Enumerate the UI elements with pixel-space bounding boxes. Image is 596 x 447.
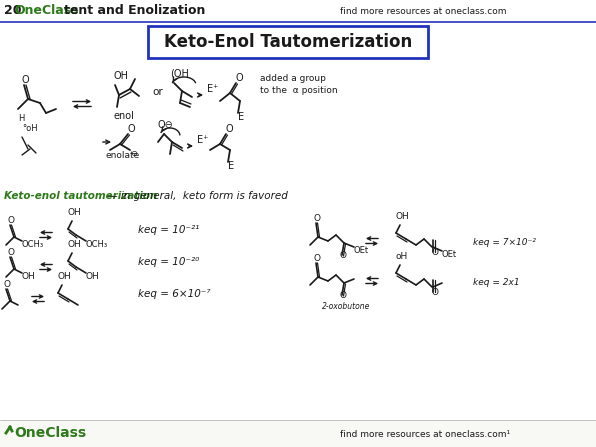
Text: or: or [152,87,163,97]
Text: O: O [340,251,347,260]
Text: OCH₃: OCH₃ [22,240,44,249]
Text: OCH₃: OCH₃ [86,240,108,249]
Text: OH: OH [86,272,100,281]
Text: OEt: OEt [442,250,457,259]
Text: O: O [314,254,321,263]
Text: O: O [340,291,347,300]
Text: O: O [236,73,244,83]
Text: O: O [432,288,439,297]
Text: ⊖: ⊖ [130,149,137,158]
Text: O: O [8,248,15,257]
Text: keq = 2x1: keq = 2x1 [473,278,520,287]
Text: H: H [18,114,24,123]
Text: find more resources at oneclass.com: find more resources at oneclass.com [340,7,507,16]
Bar [0,420,596,447]
Text: 2-oxobutone: 2-oxobutone [322,302,370,311]
Text: added a group: added a group [260,74,326,83]
Text: OH: OH [22,272,36,281]
Bar [0,22,596,420]
Text: E⁺: E⁺ [197,135,209,145]
Text: keq = 6×10⁻⁷: keq = 6×10⁻⁷ [138,289,210,299]
Text: OEt: OEt [354,246,369,255]
Text: Keto-enol tautomerization: Keto-enol tautomerization [4,191,157,201]
Text: E⁺: E⁺ [207,84,218,94]
Bar [148,26,428,58]
Bar [0,0,596,22]
Text: O⊖: O⊖ [158,120,174,130]
Text: to the  α position: to the α position [260,86,337,95]
Text: OH: OH [113,71,128,81]
Text: keq = 10⁻²¹: keq = 10⁻²¹ [138,225,199,235]
Text: OH: OH [396,212,410,221]
Text: enolate: enolate [106,151,140,160]
Text: Keto-Enol Tautomerization: Keto-Enol Tautomerization [164,33,412,51]
Text: O: O [22,75,30,85]
Text: OH: OH [58,272,72,281]
Text: OneClass: OneClass [14,4,79,17]
Text: oH: oH [396,252,408,261]
Text: — in general,  keto form is favored: — in general, keto form is favored [104,191,288,201]
Text: °oH: °oH [22,124,38,133]
Text: enol: enol [113,111,134,121]
Text: 20: 20 [4,4,21,17]
Text: keq = 7×10⁻²: keq = 7×10⁻² [473,238,536,247]
Text: O: O [432,248,439,257]
Text: OH: OH [68,240,82,249]
Text: tent and Enolization: tent and Enolization [64,4,206,17]
Text: O: O [226,124,234,134]
Text: O: O [8,216,15,225]
Text: (OH: (OH [170,69,189,79]
Text: find more resources at oneclass.com¹: find more resources at oneclass.com¹ [340,430,510,439]
Text: E: E [238,112,244,122]
Text: keq = 10⁻²⁰: keq = 10⁻²⁰ [138,257,199,267]
Text: OH: OH [68,208,82,217]
Text: E: E [228,161,234,171]
Text: O: O [127,124,135,134]
Text: O: O [314,214,321,223]
Text: OneClass: OneClass [14,426,86,440]
Text: O: O [4,280,11,289]
